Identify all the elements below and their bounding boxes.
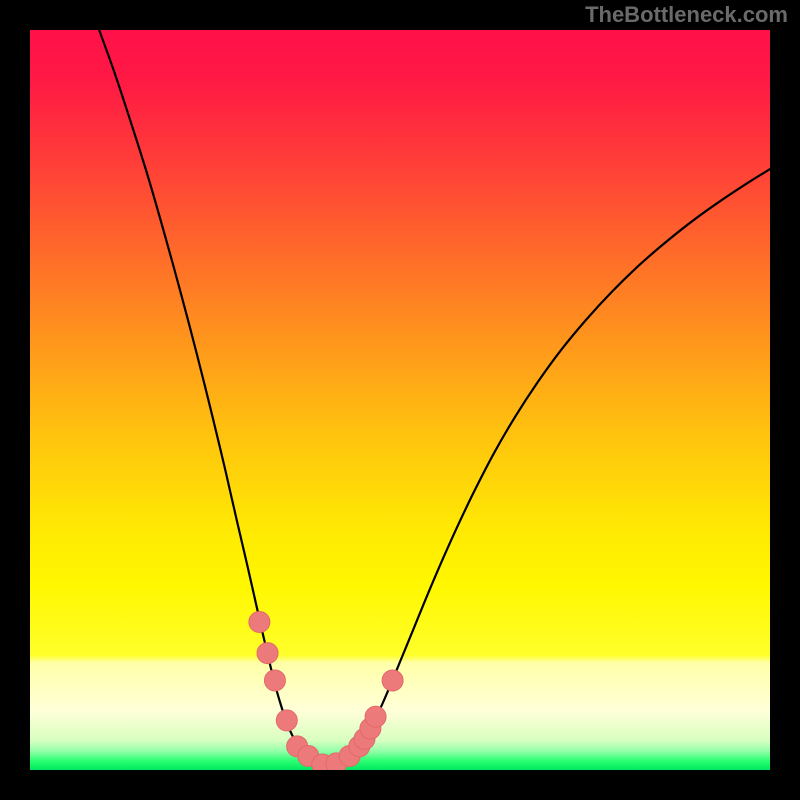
plot-svg (30, 30, 770, 770)
data-point (276, 710, 297, 731)
data-point (257, 643, 278, 664)
plot-area (30, 30, 770, 770)
chart-container: TheBottleneck.com (0, 0, 800, 800)
data-point (249, 612, 270, 633)
watermark-text: TheBottleneck.com (585, 2, 788, 28)
data-point (365, 706, 386, 727)
data-point (264, 670, 285, 691)
data-point (382, 670, 403, 691)
